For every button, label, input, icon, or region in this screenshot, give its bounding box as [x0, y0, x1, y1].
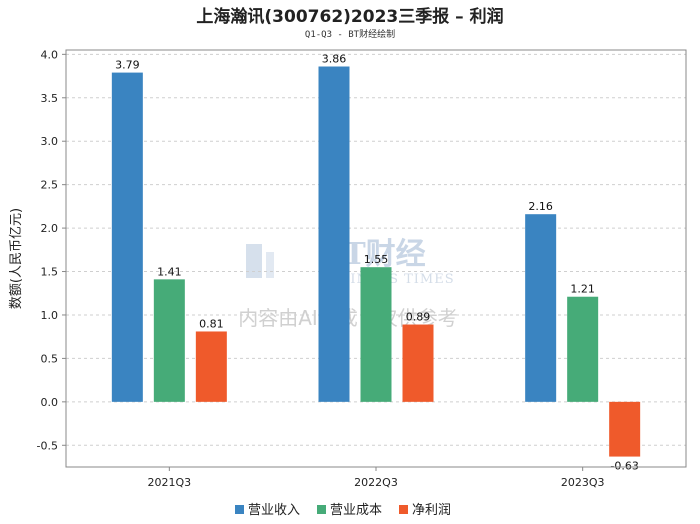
plot-frame — [65, 49, 687, 468]
y-tick-label: 1.5 — [41, 266, 59, 279]
legend-swatch — [399, 505, 408, 514]
x-tick-label: 2023Q3 — [561, 476, 605, 489]
x-axis-ticks: 2021Q3 2022Q3 2023Q3 — [148, 467, 605, 489]
bar — [195, 331, 227, 402]
data-label: 0.81 — [199, 317, 224, 330]
x-tick-label: 2022Q3 — [354, 476, 398, 489]
legend-label: 净利润 — [412, 503, 451, 518]
y-tick-label: 2.5 — [41, 179, 59, 192]
watermark-logo-bar-icon — [266, 252, 274, 278]
bars — [111, 66, 641, 457]
data-label: 3.86 — [322, 53, 347, 66]
bar — [567, 296, 599, 402]
legend-label: 营业成本 — [330, 503, 382, 518]
data-label: 1.55 — [364, 253, 389, 266]
bar — [111, 72, 143, 402]
x-tick-label: 2021Q3 — [148, 476, 192, 489]
legend-swatch — [235, 505, 244, 514]
data-label: 1.21 — [570, 283, 595, 296]
y-tick-label: 3.0 — [41, 135, 59, 148]
legend-swatch — [317, 505, 326, 514]
legend-label: 营业收入 — [248, 503, 300, 518]
watermark-logo-icon — [246, 244, 262, 278]
chart-subtitle: Q1-Q3 - BT财经绘制 — [305, 28, 395, 40]
y-tick-label: 2.0 — [41, 222, 59, 235]
legend: 营业收入 营业成本 净利润 — [235, 503, 451, 518]
bar — [525, 214, 557, 402]
y-axis-ticks: -0.5 0.0 0.5 1.0 1.5 2.0 2.5 3.0 3.5 4.0 — [37, 48, 66, 452]
bar — [318, 66, 350, 402]
data-label: 1.41 — [157, 265, 182, 278]
y-tick-label: 0.5 — [41, 352, 59, 365]
y-tick-label: -0.5 — [37, 439, 58, 452]
bar — [153, 279, 185, 402]
bar — [402, 324, 434, 402]
bar — [360, 267, 392, 402]
y-tick-label: 4.0 — [41, 48, 59, 61]
data-label: -0.63 — [610, 460, 638, 473]
bar — [609, 401, 641, 457]
data-label: 0.89 — [406, 311, 431, 324]
y-tick-label: 0.0 — [41, 396, 59, 409]
data-label: 3.79 — [115, 59, 140, 72]
data-label: 2.16 — [528, 200, 553, 213]
y-tick-label: 1.0 — [41, 309, 59, 322]
y-axis-label: 数额(人民币亿元) — [9, 208, 24, 309]
chart-title: 上海瀚讯(300762)2023三季报 – 利润 — [196, 6, 503, 27]
y-tick-label: 3.5 — [41, 92, 59, 105]
data-labels: 3.79 1.41 0.81 3.86 1.55 0.89 2.16 1.21 -0.63 — [115, 53, 639, 473]
